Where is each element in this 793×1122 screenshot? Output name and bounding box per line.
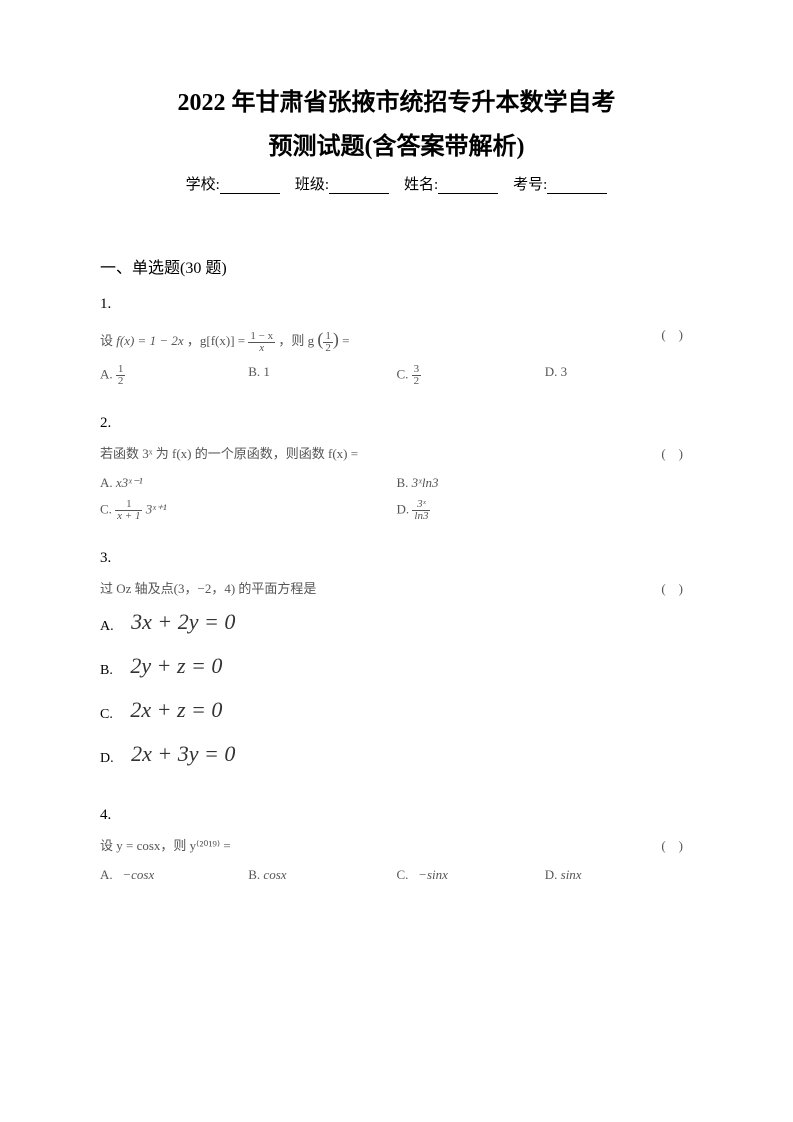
q1-opt-c-label: C. [397,366,409,381]
q1-opt-c-den: 2 [412,376,422,387]
q4-opt-a[interactable]: A. −cosx [100,867,248,883]
q4-opt-c[interactable]: C. −sinx [397,867,545,883]
q2-opt-d-den: ln3 [412,511,430,522]
q1-opt-c[interactable]: C. 3 2 [397,364,545,387]
q1-text4: = [342,333,349,348]
q1-text3: ，则 g [278,333,314,348]
q4-paren: ( ) [661,836,683,857]
section-title: 一、单选题(30 题) [100,254,693,278]
q4-opt-a-val: −cosx [122,867,154,882]
q1-body: 设 f(x) = 1 − 2x ，g[f(x)] = 1 − x x ，则 g … [100,325,693,354]
q2-opt-d-frac: 3ˣ ln3 [412,499,430,522]
q1-opt-c-num: 3 [412,364,422,376]
title-line2: 预测试题(含答案带解析) [100,129,693,165]
q2-paren: ( ) [661,444,683,465]
q2-opt-c-num: 1 [115,499,142,511]
examno-blank[interactable] [547,178,607,194]
q1-number: 1. [100,296,693,313]
q1-text1: 设 [100,333,116,348]
student-info-line: 学校: 班级: 姓名: 考号: [100,173,693,194]
q2-opt-d-label: D. [397,501,410,516]
q1-opt-d[interactable]: D. 3 [545,364,693,387]
q3-opt-a[interactable]: A. 3x + 2y = 0 [100,609,693,635]
q3-number: 3. [100,550,693,567]
q1-fx: f(x) = 1 − 2x [116,333,183,348]
q4-opt-b-val: cosx [263,867,286,882]
q1-frac1-den: x [248,343,275,354]
q4-opt-d[interactable]: D. sinx [545,867,693,883]
q1-opt-d-val: 3 [561,364,568,379]
school-blank[interactable] [220,178,280,194]
q1-opt-b-val: 1 [263,364,270,379]
q3-options: A. 3x + 2y = 0 B. 2y + z = 0 C. 2x + z =… [100,609,693,767]
q4-opt-d-label: D. [545,867,558,882]
q1-options: A. 1 2 B. 1 C. 3 2 D. 3 [100,364,693,387]
title-line1: 2022 年甘肃省张掖市统招专升本数学自考 [100,85,693,121]
q1-frac2-num: 1 [323,331,333,343]
q3-opt-b-label: B. [100,663,113,679]
q4-opt-b-label: B. [248,867,260,882]
q1-frac1: 1 − x x [248,331,275,354]
q1-opt-a-label: A. [100,366,113,381]
q1-frac1-num: 1 − x [248,331,275,343]
q3-body: 过 Oz 轴及点(3，−2，4) 的平面方程是 ( ) [100,579,693,600]
q4-opt-d-val: sinx [561,867,582,882]
q1-opt-a-frac: 1 2 [116,364,126,387]
q1-paren: ( ) [661,325,683,346]
examno-label: 考号: [513,177,547,193]
q2-opt-b-val: 3ˣln3 [412,475,439,490]
q4-options: A. −cosx B. cosx C. −sinx D. sinx [100,867,693,883]
q2-opt-c[interactable]: C. 1 x + 1 3ˣ⁺¹ [100,499,397,522]
q1-opt-a-num: 1 [116,364,126,376]
q2-opt-d-num: 3ˣ [412,499,430,511]
q3-opt-d-val: 2x + 3y = 0 [131,741,235,766]
q3-opt-c[interactable]: C. 2x + z = 0 [100,697,693,723]
q2-text: 若函数 3ˣ 为 f(x) 的一个原函数，则函数 f(x) = [100,446,358,461]
q2-body: 若函数 3ˣ 为 f(x) 的一个原函数，则函数 f(x) = ( ) [100,444,693,465]
class-label: 班级: [295,177,329,193]
q2-opt-c-frac: 1 x + 1 [115,499,142,522]
q2-opt-a-label: A. [100,475,113,490]
q2-opt-d[interactable]: D. 3ˣ ln3 [397,499,694,522]
q2-opt-a[interactable]: A. x3ˣ⁻¹ [100,475,397,491]
q3-opt-b-val: 2y + z = 0 [130,653,222,678]
name-label: 姓名: [404,177,438,193]
q2-options: A. x3ˣ⁻¹ B. 3ˣln3 C. 1 x + 1 3ˣ⁺¹ D. 3ˣ … [100,475,693,522]
school-label: 学校: [186,177,220,193]
q1-opt-b[interactable]: B. 1 [248,364,396,387]
q3-opt-b[interactable]: B. 2y + z = 0 [100,653,693,679]
q1-frac2-den: 2 [323,343,333,354]
name-blank[interactable] [438,178,498,194]
q4-number: 4. [100,807,693,824]
q1-opt-d-label: D. [545,364,558,379]
q3-text: 过 Oz 轴及点(3，−2，4) 的平面方程是 [100,581,316,596]
q1-opt-a[interactable]: A. 1 2 [100,364,248,387]
q1-opt-c-frac: 3 2 [412,364,422,387]
q2-opt-a-val: x3ˣ⁻¹ [116,475,143,490]
q4-opt-b[interactable]: B. cosx [248,867,396,883]
q2-opt-b[interactable]: B. 3ˣln3 [397,475,694,491]
q1-frac2: 1 2 [323,331,333,354]
q4-opt-a-label: A. [100,867,113,882]
q2-opt-c-label: C. [100,501,112,516]
q3-paren: ( ) [661,579,683,600]
q3-opt-d[interactable]: D. 2x + 3y = 0 [100,741,693,767]
q3-opt-c-val: 2x + z = 0 [130,697,222,722]
q3-opt-c-label: C. [100,707,113,723]
q3-opt-a-val: 3x + 2y = 0 [131,609,235,634]
q3-opt-d-label: D. [100,751,114,767]
q3-opt-a-label: A. [100,619,114,635]
q1-opt-b-label: B. [248,364,260,379]
q1-text2: ，g[f(x)] = [187,333,248,348]
q2-opt-c-den: x + 1 [115,511,142,522]
q2-opt-c-suffix: 3ˣ⁺¹ [146,501,167,516]
q4-text: 设 y = cosx，则 y⁽²⁰¹⁹⁾ = [100,838,231,853]
class-blank[interactable] [329,178,389,194]
q4-body: 设 y = cosx，则 y⁽²⁰¹⁹⁾ = ( ) [100,836,693,857]
q4-opt-c-label: C. [397,867,409,882]
q2-number: 2. [100,415,693,432]
q1-opt-a-den: 2 [116,376,126,387]
q2-opt-b-label: B. [397,475,409,490]
q4-opt-c-val: −sinx [418,867,448,882]
